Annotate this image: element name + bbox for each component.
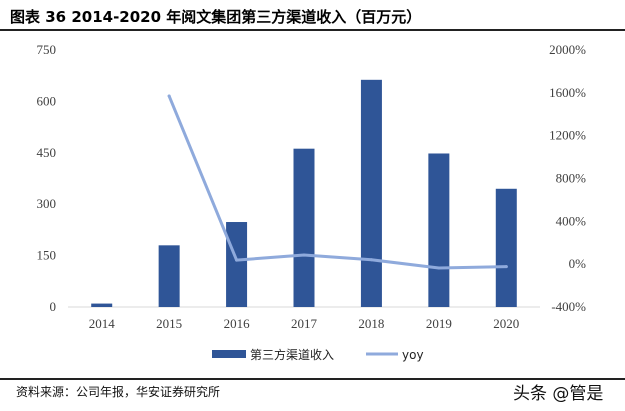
yoy-point xyxy=(235,258,239,262)
y-right-tick-label: 800% xyxy=(556,171,587,186)
x-tick-label: 2017 xyxy=(291,316,318,331)
chart-title: 图表 36 2014-2020 年阅文集团第三方渠道收入（百万元） xyxy=(10,8,422,26)
x-tick-label: 2018 xyxy=(358,316,384,331)
chart-area: 0 150 300 450 600 750 -400% 0% 400% 800% 1200% 1600… xyxy=(37,42,587,362)
y-left-tick-label: 600 xyxy=(37,93,57,108)
source-note: 资料来源：公司年报，华安证券研究所 xyxy=(16,385,221,399)
bar xyxy=(360,79,382,307)
watermark: 头条 @管是 xyxy=(513,384,604,404)
x-tick-label: 2020 xyxy=(493,316,519,331)
yoy-point xyxy=(302,253,306,257)
y-right-tick-label: 1200% xyxy=(549,128,586,143)
yoy-point xyxy=(437,266,441,270)
legend-label: 第三方渠道收入 xyxy=(250,347,334,362)
y-right-tick-label: 400% xyxy=(556,213,587,228)
legend-swatch-bar xyxy=(212,350,246,358)
x-tick-label: 2015 xyxy=(156,316,182,331)
y-left-tick-label: 0 xyxy=(50,299,57,314)
x-tick-label: 2019 xyxy=(426,316,452,331)
y-right-tick-label: 1600% xyxy=(549,85,586,100)
bar xyxy=(428,153,450,307)
y-right-tick-label: 0% xyxy=(569,256,587,271)
y-right-tick-label: 2000% xyxy=(549,42,586,57)
yoy-point xyxy=(167,94,171,98)
footer-rule xyxy=(0,378,625,380)
x-tick-label: 2016 xyxy=(224,316,251,331)
x-tick-label: 2014 xyxy=(89,316,116,331)
y-right-tick-label: -400% xyxy=(551,299,586,314)
y-left-tick-label: 300 xyxy=(37,196,57,211)
bar xyxy=(226,222,248,307)
y-left-tick-label: 150 xyxy=(37,248,57,263)
title-rule xyxy=(0,29,625,31)
legend-label: yoy xyxy=(402,348,424,362)
bar xyxy=(495,188,517,307)
yoy-point xyxy=(504,265,508,269)
bar xyxy=(158,245,180,307)
yoy-line xyxy=(167,94,508,270)
yoy-point xyxy=(369,258,373,262)
bar xyxy=(91,303,113,307)
y-left-tick-label: 450 xyxy=(37,145,57,160)
bar xyxy=(293,148,315,307)
y-left-tick-label: 750 xyxy=(37,42,57,57)
